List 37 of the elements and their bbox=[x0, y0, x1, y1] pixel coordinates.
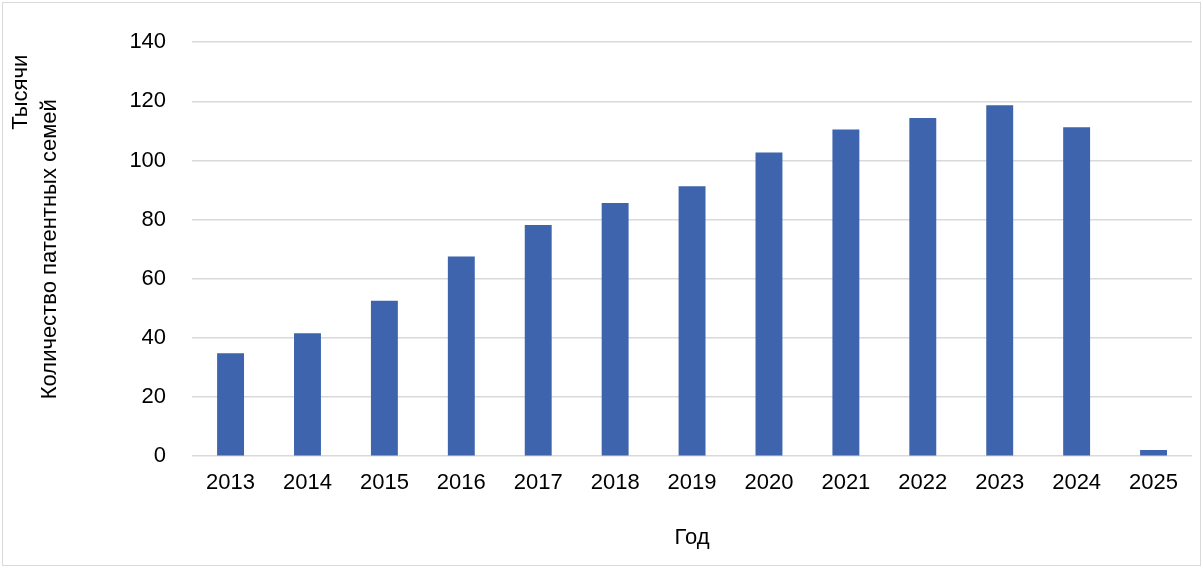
bar bbox=[1063, 127, 1091, 456]
bar bbox=[294, 333, 321, 456]
y-tick-label: 140 bbox=[129, 28, 167, 54]
x-tick-label: 2020 bbox=[744, 469, 794, 495]
y-tick-label: 60 bbox=[141, 264, 167, 290]
bar bbox=[370, 300, 398, 456]
bar bbox=[217, 353, 245, 456]
x-tick-label: 2017 bbox=[513, 469, 563, 495]
bar bbox=[601, 203, 629, 456]
y-axis-title: Количество патентных семей bbox=[36, 99, 62, 400]
bar bbox=[755, 152, 783, 456]
x-tick-label: 2025 bbox=[1129, 469, 1179, 495]
bar bbox=[524, 224, 552, 456]
x-tick-label: 2024 bbox=[1052, 469, 1102, 495]
x-tick-label: 2019 bbox=[667, 469, 717, 495]
y-tick-label: 0 bbox=[153, 442, 167, 468]
x-tick-label: 2018 bbox=[590, 469, 640, 495]
x-tick-label: 2023 bbox=[975, 469, 1025, 495]
bar bbox=[832, 129, 860, 456]
y-tick-label: 120 bbox=[129, 87, 167, 113]
x-tick-label: 2015 bbox=[359, 469, 409, 495]
bar bbox=[447, 256, 475, 456]
y-tick-label: 100 bbox=[129, 146, 167, 172]
bar bbox=[986, 105, 1014, 456]
bar bbox=[1140, 449, 1167, 456]
bar bbox=[909, 117, 937, 456]
x-tick-label: 2021 bbox=[821, 469, 871, 495]
y-tick-label: 80 bbox=[141, 205, 167, 231]
x-axis-title: Год bbox=[674, 523, 710, 549]
x-tick-label: 2016 bbox=[436, 469, 486, 495]
x-tick-label: 2022 bbox=[898, 469, 948, 495]
y-tick-label: 40 bbox=[141, 323, 167, 349]
bar bbox=[678, 186, 706, 456]
x-tick-label: 2013 bbox=[206, 469, 256, 495]
y-tick-label: 20 bbox=[141, 383, 167, 409]
x-tick-label: 2014 bbox=[283, 469, 332, 495]
text: Тысячи bbox=[7, 54, 33, 130]
